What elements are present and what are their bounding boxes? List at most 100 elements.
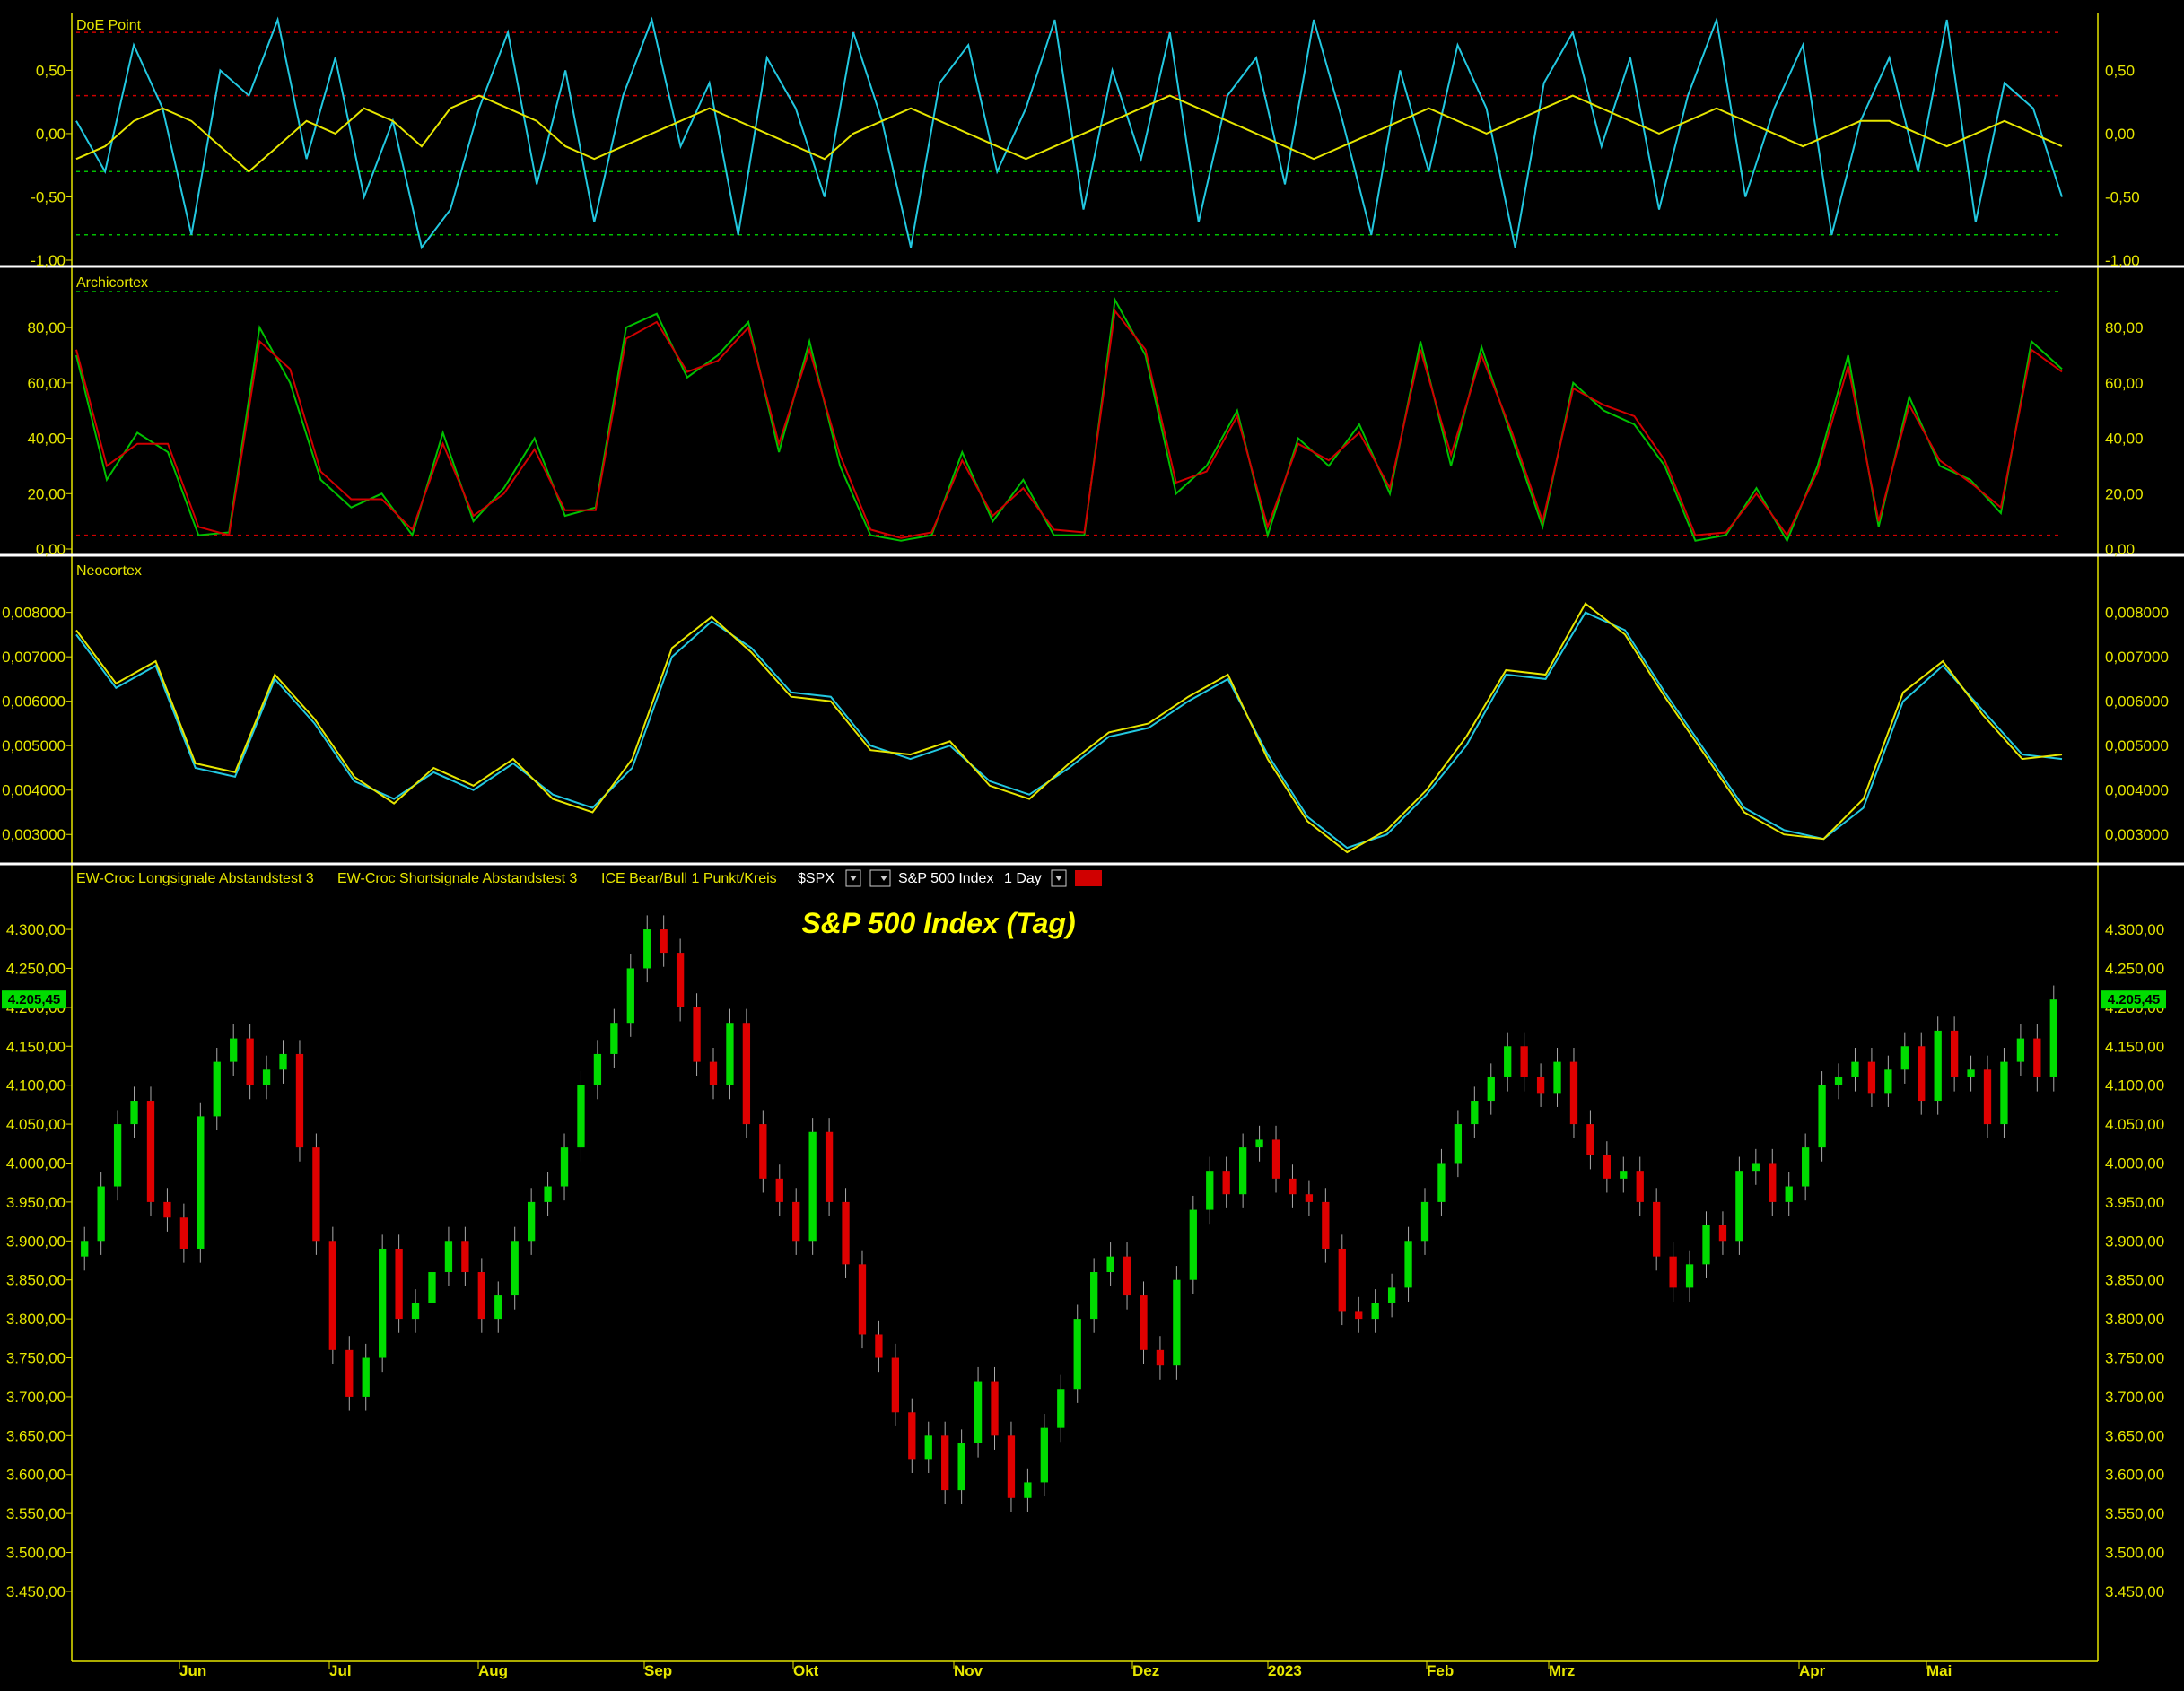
candle-body [1536, 1076, 1545, 1094]
symbol-dropdown-icon[interactable] [845, 869, 861, 887]
neo-ytick-left: 0,004000 [2, 782, 66, 799]
price-ytick-right: 3.600,00 [2105, 1467, 2164, 1484]
neo-ytick-left: 0,007000 [2, 649, 66, 666]
candle-body [1769, 1163, 1777, 1202]
legend-longsignale[interactable]: EW-Croc Longsignale Abstandstest 3 [76, 871, 314, 886]
candle-body [2033, 1038, 2041, 1077]
x-tick-label-mai: Mai [1926, 1662, 1952, 1679]
archi-ytick-right: 40,00 [2105, 431, 2144, 448]
price-ytick-right: 3.650,00 [2105, 1427, 2164, 1444]
price-ytick-right: 3.450,00 [2105, 1583, 2164, 1600]
doe-ytick-left: 0,00 [36, 126, 66, 143]
candle-body [544, 1186, 552, 1202]
candle-body [1173, 1279, 1181, 1366]
candle-body [477, 1272, 485, 1320]
neo-ytick-left: 0,006000 [2, 693, 66, 710]
archi-ytick-left: 40,00 [27, 431, 66, 448]
chart-type-dropdown-icon[interactable] [869, 869, 891, 887]
price-ytick-right: 4.100,00 [2105, 1077, 2164, 1094]
candle-body [1520, 1046, 1528, 1077]
x-tick-label-jun: Jun [179, 1662, 206, 1679]
candle-body [1735, 1171, 1743, 1242]
legend-ice[interactable]: ICE Bear/Bull 1 Punkt/Kreis [601, 871, 777, 886]
candle-body [1934, 1030, 1942, 1102]
x-tick-label-okt: Okt [793, 1662, 819, 1679]
candle-body [643, 929, 651, 969]
candle-body [1420, 1201, 1429, 1242]
candle-body [1487, 1076, 1495, 1102]
candle-body [1123, 1256, 1131, 1296]
price-ytick-right: 3.800,00 [2105, 1311, 2164, 1328]
candle-body [411, 1303, 420, 1320]
candle-body [1718, 1225, 1727, 1242]
doe-ytick-left: -0,50 [31, 188, 66, 205]
candle-body [1586, 1124, 1594, 1155]
archi-panel-label: Archicortex [76, 275, 148, 291]
candle-body [262, 1069, 271, 1085]
candle-body [610, 1023, 618, 1054]
candle-body [362, 1357, 370, 1397]
doe-ytick-right: -1,00 [2105, 252, 2140, 269]
candle-body [1702, 1225, 1710, 1265]
candle-body [1918, 1046, 1926, 1102]
candle-body [924, 1435, 932, 1460]
last-price-left: 4.205,45 [8, 992, 60, 1007]
candle-body [97, 1186, 105, 1242]
interval-dropdown-arrow-icon [1055, 876, 1062, 881]
price-ytick-left: 3.500,00 [6, 1545, 66, 1562]
interval-label[interactable]: 1 Day [1004, 871, 1042, 886]
neo-ytick-left: 0,003000 [2, 826, 66, 843]
interval-dropdown-icon[interactable] [1051, 869, 1067, 887]
candle-body [941, 1435, 949, 1491]
price-ytick-left: 4.050,00 [6, 1116, 66, 1133]
doe-ytick-right: 0,50 [2105, 62, 2135, 79]
candle-body [130, 1101, 138, 1125]
last-price-box-right [2101, 990, 2166, 1009]
candle-body [660, 929, 668, 954]
candle-body [328, 1241, 336, 1350]
candle-body [197, 1116, 205, 1249]
candle-body [494, 1295, 502, 1320]
candle-body [444, 1241, 453, 1273]
x-tick-label-aug: Aug [478, 1662, 508, 1679]
candle-body [726, 1023, 734, 1085]
price-ytick-left: 3.750,00 [6, 1350, 66, 1367]
candle-body [1603, 1155, 1612, 1179]
candle-body [875, 1334, 883, 1358]
candle-body [1106, 1256, 1114, 1273]
archi-series-2-line [75, 309, 2063, 539]
candle-body [908, 1412, 916, 1460]
x-tick-label-nov: Nov [954, 1662, 983, 1679]
candle-body [775, 1178, 783, 1202]
candle-body [1024, 1482, 1032, 1498]
price-ytick-right: 3.550,00 [2105, 1505, 2164, 1522]
symbol-label[interactable]: $SPX [798, 871, 834, 886]
candle-body [957, 1443, 965, 1491]
candle-body [345, 1349, 354, 1397]
neo-ytick-right: 0,004000 [2105, 782, 2169, 799]
legend-shortsignale[interactable]: EW-Croc Shortsignale Abstandstest 3 [337, 871, 577, 886]
candle-body [1322, 1201, 1330, 1249]
instrument-name: S&P 500 Index [898, 871, 993, 886]
candle-body [1504, 1046, 1512, 1077]
doe-panel-label: DoE Point [76, 18, 142, 33]
x-tick-label-mrz: Mrz [1549, 1662, 1575, 1679]
price-ytick-right: 4.050,00 [2105, 1116, 2164, 1133]
candle-body [676, 953, 685, 1007]
candle-body [1802, 1147, 1810, 1187]
price-ytick-left: 4.100,00 [6, 1077, 66, 1094]
close-chart-icon[interactable] [1075, 870, 1102, 886]
price-ytick-left: 3.450,00 [6, 1583, 66, 1600]
neo-ytick-left: 0,008000 [2, 605, 66, 622]
candle-body [1271, 1139, 1280, 1179]
neo-ytick-right: 0,003000 [2105, 826, 2169, 843]
candle-body [1090, 1272, 1098, 1320]
price-ytick-left: 4.150,00 [6, 1038, 66, 1055]
plot-layer: 0,50 0,50 0,00 0,00 -0,50 -0,50 -1,00 -1,00 80,0… [2, 16, 2169, 1679]
candle-body [2000, 1061, 2008, 1125]
price-ytick-left: 3.800,00 [6, 1311, 66, 1328]
neo-series-2-line [75, 602, 2063, 854]
candle-body [1834, 1076, 1843, 1085]
price-ytick-right: 3.750,00 [2105, 1350, 2164, 1367]
